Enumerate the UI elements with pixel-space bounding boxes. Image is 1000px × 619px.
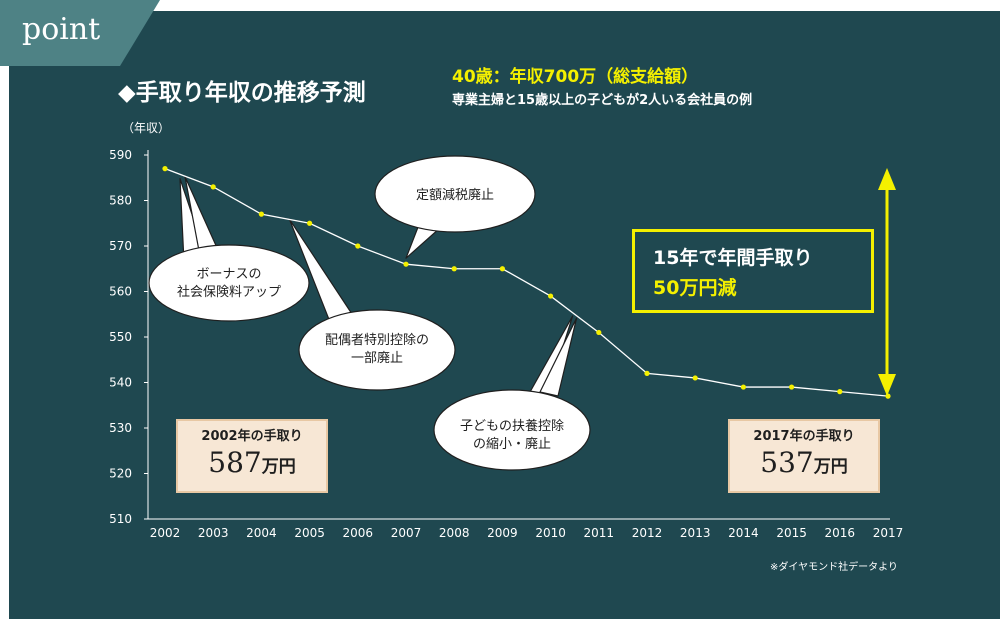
box-2002: 2002年の手取り 587万円 <box>176 419 328 493</box>
callout-dependent-shape <box>433 315 591 471</box>
callout-bonus-shape <box>148 176 310 322</box>
y-tick-label-560: 560 <box>109 285 132 299</box>
x-tick-label-2015: 2015 <box>776 526 807 540</box>
data-point-2017 <box>885 393 891 399</box>
data-point-2009 <box>499 266 505 272</box>
x-tick-label-2009: 2009 <box>487 526 518 540</box>
callout-dependent-shape-tail-1 <box>539 317 578 397</box>
x-tick-label-2012: 2012 <box>632 526 663 540</box>
page-title: ◆手取り年収の推移予測 <box>118 80 366 106</box>
data-point-2007 <box>403 261 409 267</box>
callout-dependent-line1: 子どもの扶養控除 <box>459 419 564 434</box>
x-tick-label-2007: 2007 <box>391 526 422 540</box>
data-point-2005 <box>307 220 313 226</box>
highlight-line1: 15年で年間手取り <box>653 247 813 269</box>
box-2017-unit: 万円 <box>813 457 848 477</box>
y-tick-label-520: 520 <box>109 467 132 481</box>
callout-dependent-line2: の縮小・廃止 <box>472 437 551 452</box>
data-point-2003 <box>210 184 216 190</box>
arrow-head-down <box>878 374 896 396</box>
subtitle-income: 40歳：年収700万（総支給額） <box>452 67 699 87</box>
callout-spouse-line1: 配偶者特別控除の <box>324 333 429 348</box>
x-tick-label-2016: 2016 <box>825 526 856 540</box>
y-tick-label-550: 550 <box>109 330 132 344</box>
arrow-head-up <box>878 168 896 190</box>
x-tick-label-2004: 2004 <box>246 526 277 540</box>
callout-bonus-text: ボーナスの 社会保険料アップ <box>148 266 310 302</box>
x-tick-label-2013: 2013 <box>680 526 711 540</box>
point-label: point <box>22 12 101 47</box>
highlight-line2: 50万円減 <box>653 277 737 299</box>
callout-bonus-line2: 社会保険料アップ <box>176 285 281 300</box>
callout-fixed-tax-shape-fill <box>376 157 534 231</box>
y-tick-label-540: 540 <box>109 376 132 390</box>
callout-fixed-tax-text: 定額減税廃止 <box>375 187 535 205</box>
x-tick-label-2017: 2017 <box>873 526 904 540</box>
box-2017-label: 2017年の手取り <box>753 429 855 444</box>
y-tick-label-530: 530 <box>109 421 132 435</box>
callout-bonus-line1: ボーナスの <box>196 267 262 282</box>
x-tick-label-2008: 2008 <box>439 526 470 540</box>
data-point-2012 <box>644 370 650 376</box>
box-2002-value: 587 <box>208 446 262 479</box>
source-note: ※ダイヤモンド社データより <box>770 562 898 573</box>
callout-bonus-shape-fill <box>150 246 308 320</box>
callout-dependent-shape-fill <box>435 391 589 469</box>
data-point-2016 <box>837 389 843 395</box>
x-tick-label-2011: 2011 <box>584 526 615 540</box>
data-point-2010 <box>548 293 554 299</box>
box-2017-value: 537 <box>760 446 814 479</box>
callout-spouse-shape <box>288 218 456 391</box>
data-point-2013 <box>692 375 698 381</box>
box-2002-label: 2002年の手取り <box>201 429 303 444</box>
x-tick-label-2002: 2002 <box>150 526 181 540</box>
callout-spouse-text: 配偶者特別控除の 一部廃止 <box>298 332 456 368</box>
callout-fixed-tax-line1: 定額減税廃止 <box>415 188 494 203</box>
data-point-2008 <box>451 266 457 272</box>
data-point-2015 <box>789 384 795 390</box>
y-tick-label-510: 510 <box>109 512 132 526</box>
data-point-2011 <box>596 329 602 336</box>
box-2002-unit: 万円 <box>261 457 296 477</box>
y-tick-label-580: 580 <box>109 194 132 208</box>
y-tick-label-570: 570 <box>109 239 132 253</box>
y-tick-label-590: 590 <box>109 148 132 162</box>
y-axis-title: （年収） <box>122 121 170 135</box>
data-point-2014 <box>740 384 747 390</box>
callout-fixed-tax-shape <box>374 155 536 259</box>
data-point-2004 <box>258 211 264 217</box>
x-tick-label-2010: 2010 <box>535 526 566 540</box>
callout-spouse-shape-fill <box>300 311 454 389</box>
board-background <box>9 11 1000 619</box>
x-tick-label-2005: 2005 <box>294 526 325 540</box>
x-tick-label-2014: 2014 <box>728 526 759 540</box>
x-tick-label-2006: 2006 <box>343 526 374 540</box>
callout-spouse-line2: 一部廃止 <box>350 351 403 366</box>
series-line <box>164 168 889 397</box>
data-point-2006 <box>355 243 361 249</box>
highlight-box: 15年で年間手取り 50万円減 <box>632 229 874 313</box>
x-tick-label-2003: 2003 <box>198 526 229 540</box>
data-point-2002 <box>162 166 168 172</box>
subtitle-household: 専業主婦と15歳以上の子どもが2人いる会社員の例 <box>452 93 753 108</box>
callout-dependent-text: 子どもの扶養控除 の縮小・廃止 <box>432 418 592 454</box>
box-2017: 2017年の手取り 537万円 <box>728 419 880 493</box>
